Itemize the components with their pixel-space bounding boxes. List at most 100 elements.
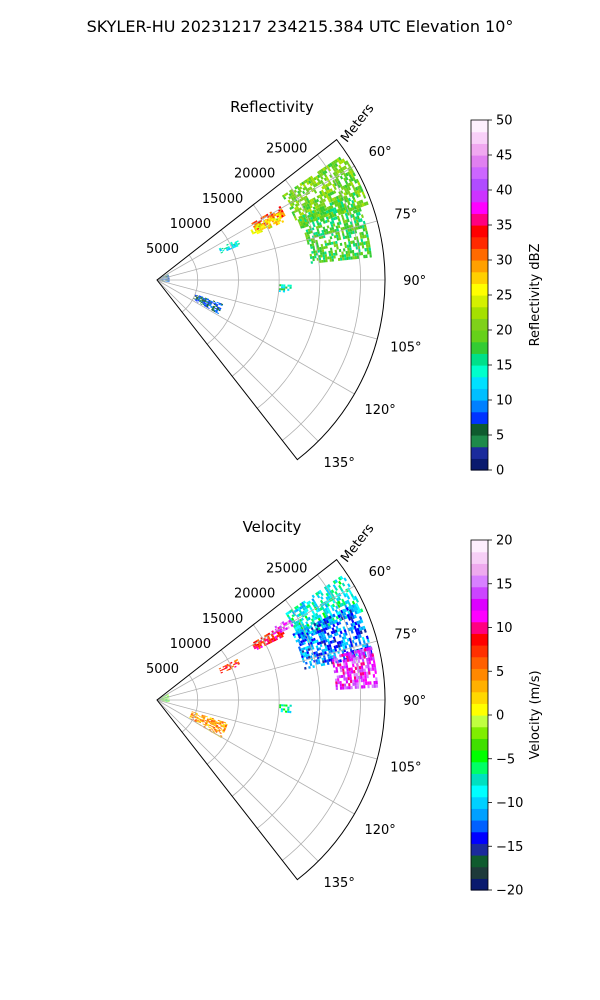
reflectivity-echo-gate: [277, 221, 281, 225]
velocity-echo-gate: [196, 717, 199, 719]
reflectivity-echo-gate: [322, 202, 326, 206]
reflectivity-echo-gate: [214, 311, 218, 314]
velocity-echo-gate: [333, 632, 337, 637]
velocity-echo-gate: [354, 635, 358, 640]
velocity-echo-gate: [337, 681, 340, 685]
reflectivity-echo-gate: [225, 248, 229, 250]
velocity-echo-gate: [375, 684, 379, 688]
velocity-echo-gate: [362, 681, 366, 686]
velocity-echo-gate: [345, 592, 349, 597]
velocity-echo-gate: [327, 635, 331, 639]
reflectivity-echo-gate: [360, 214, 364, 219]
velocity-echo-gate: [309, 606, 313, 610]
velocity-echo-gate: [357, 638, 361, 642]
velocity-echo-gate: [322, 612, 326, 616]
velocity-echo-gate: [307, 634, 310, 638]
reflectivity-echo-gate: [307, 187, 311, 191]
reflectivity-echo-gate: [336, 237, 340, 241]
reflectivity-echo-gate: [343, 241, 347, 246]
velocity-echo-gate: [324, 604, 329, 608]
reflectivity-echo-gate: [293, 189, 297, 193]
velocity-echo-gate: [325, 623, 329, 627]
velocity-colorbar-swatch: [471, 820, 488, 833]
reflectivity-sector-outline: [156, 138, 386, 461]
velocity-echo-gate: [352, 657, 356, 661]
reflectivity-echo-gate: [342, 196, 346, 201]
velocity-echo-gate: [279, 630, 283, 634]
velocity-echo-gate: [347, 627, 351, 632]
velocity-echo-gate: [228, 668, 231, 671]
velocity-echo-gate: [217, 730, 221, 732]
reflectivity-echo-gate: [308, 217, 311, 221]
reflectivity-echo-gate: [366, 247, 369, 252]
velocity-echo-gate: [352, 622, 356, 627]
velocity-echo-gate: [341, 598, 345, 603]
reflectivity-echo-gate: [278, 214, 282, 218]
reflectivity-echo-gate: [253, 231, 257, 234]
velocity-echo-gate: [279, 704, 282, 707]
velocity-echo-gate: [343, 653, 346, 657]
reflectivity-echo-gate: [328, 250, 331, 254]
reflectivity-echo-gate: [211, 309, 214, 311]
reflectivity-echo-gate: [323, 259, 326, 263]
reflectivity-echo-gate: [360, 251, 364, 256]
reflectivity-echo-gate: [313, 190, 318, 194]
reflectivity-echo-gate: [294, 207, 298, 211]
velocity-echo-gate: [165, 701, 168, 702]
reflectivity-echo-gate: [318, 257, 322, 261]
velocity-echo-gate: [167, 698, 170, 699]
velocity-echo-gate: [332, 655, 336, 659]
velocity-echo-gate: [334, 587, 338, 591]
reflectivity-echo-gate: [307, 209, 310, 213]
reflectivity-echo-gate: [345, 187, 350, 192]
reflectivity-echo-gate: [347, 247, 350, 251]
reflectivity-echo-gate: [322, 232, 325, 236]
reflectivity-echo-gate: [337, 194, 341, 199]
reflectivity-echo-gate: [343, 165, 348, 170]
velocity-echo-gate: [360, 675, 363, 679]
reflectivity-echo-gate: [210, 306, 213, 309]
reflectivity-echo-gate: [344, 212, 348, 217]
velocity-echo-gate: [164, 695, 167, 697]
reflectivity-echo-gate: [266, 218, 270, 222]
reflectivity-echo-gate: [331, 255, 334, 259]
velocity-echo-gate: [299, 643, 302, 647]
reflectivity-echo-gate: [342, 248, 346, 252]
velocity-echo-gate: [340, 640, 344, 644]
reflectivity-echo-gate: [250, 229, 253, 232]
reflectivity-echo-gate: [342, 226, 346, 231]
velocity-echo-gate: [281, 631, 285, 635]
reflectivity-echo-gate: [202, 302, 205, 305]
velocity-echo-gate: [305, 654, 308, 658]
reflectivity-echo-gate: [212, 307, 215, 310]
reflectivity-range-tick-label: 20000: [234, 167, 275, 182]
reflectivity-echo-gate: [340, 257, 343, 261]
velocity-echo-gate: [344, 645, 348, 649]
velocity-echo-gate: [356, 685, 360, 689]
velocity-echo-gate: [334, 609, 339, 613]
reflectivity-echo-gate: [312, 197, 316, 201]
velocity-echo-gate: [322, 608, 326, 613]
velocity-echo-gate: [358, 616, 363, 620]
reflectivity-echo-gate: [316, 211, 320, 215]
reflectivity-echo-gate: [305, 206, 309, 211]
reflectivity-echo-gate: [203, 301, 206, 303]
reflectivity-echo-gate: [330, 198, 334, 203]
velocity-echo-gate: [219, 732, 222, 734]
velocity-echo-gate: [209, 717, 212, 719]
reflectivity-echo-gate: [277, 212, 281, 216]
velocity-echo-gate: [313, 600, 317, 605]
velocity-echo-gate: [230, 661, 233, 664]
reflectivity-echo-gate: [334, 163, 339, 167]
reflectivity-echo-gate: [319, 206, 323, 211]
velocity-echo-gate: [194, 715, 197, 718]
reflectivity-echo-gate: [309, 243, 313, 247]
velocity-echo-gate: [326, 606, 330, 611]
velocity-echo-gate: [332, 584, 337, 589]
reflectivity-echo-gate: [324, 243, 328, 247]
velocity-echo-gate: [161, 700, 164, 702]
velocity-echo-gate: [313, 613, 317, 618]
velocity-echo-gate: [316, 630, 320, 634]
velocity-echo-gate: [338, 580, 342, 585]
reflectivity-echo-gate: [334, 203, 338, 208]
